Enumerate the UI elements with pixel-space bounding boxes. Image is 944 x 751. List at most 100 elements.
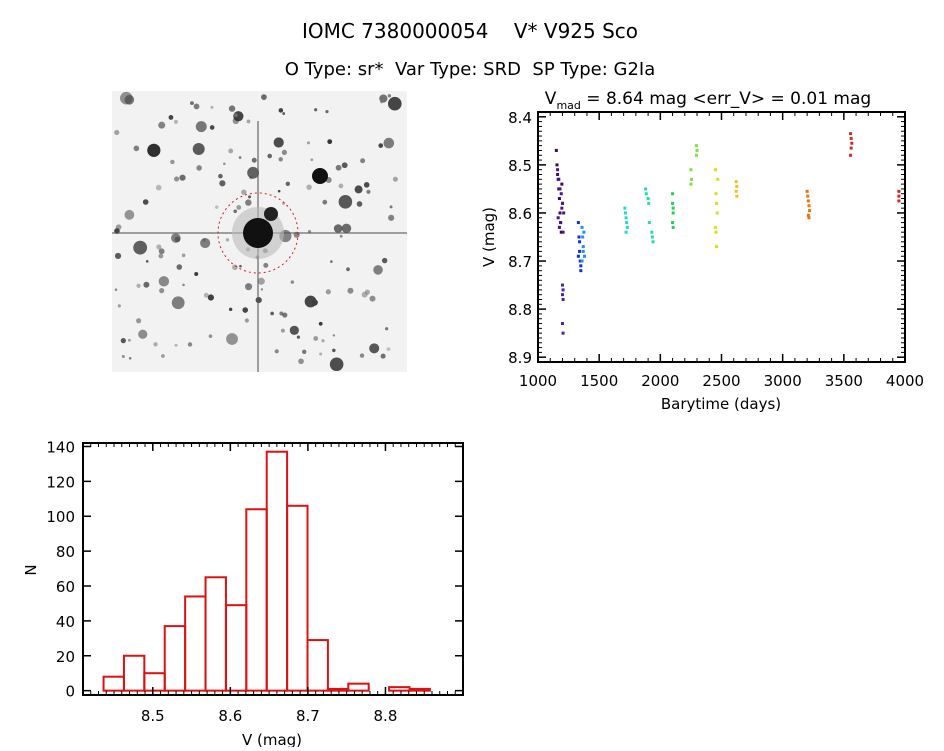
star (233, 209, 237, 214)
star (203, 292, 209, 298)
data-point (735, 194, 739, 198)
star (182, 283, 185, 287)
x-tick-label: 2000 (641, 372, 679, 390)
star (174, 343, 178, 347)
star (168, 115, 174, 120)
star (363, 182, 370, 188)
star (228, 105, 236, 112)
data-point (625, 221, 629, 225)
star (335, 164, 342, 171)
data-point (715, 211, 719, 215)
star (312, 168, 328, 184)
light-curve-ylabel: V (mag) (480, 207, 498, 267)
data-point (715, 245, 719, 249)
star (156, 244, 162, 250)
star (232, 264, 238, 271)
star (341, 162, 348, 169)
data-point (695, 148, 699, 152)
star (378, 143, 384, 148)
star (114, 288, 118, 291)
x-tick-label: 8.8 (374, 707, 398, 725)
star (239, 264, 242, 268)
aperture-circle (217, 192, 299, 274)
data-point (849, 136, 853, 140)
y-tick-label: 0 (65, 683, 75, 701)
star (176, 264, 183, 270)
data-point (559, 192, 563, 196)
data-point (555, 163, 559, 167)
y-tick-label: 8.8 (508, 301, 532, 319)
data-point (849, 146, 853, 150)
data-point (560, 322, 564, 326)
data-point (579, 269, 583, 273)
data-point (557, 197, 561, 201)
star (208, 334, 213, 338)
star (373, 265, 383, 275)
star (359, 353, 365, 358)
star (173, 176, 180, 182)
data-point (561, 230, 565, 234)
data-point (807, 204, 811, 208)
data-point (558, 187, 562, 191)
data-point (560, 201, 564, 205)
histogram-bar (347, 682, 370, 692)
star (267, 153, 273, 159)
data-point (561, 331, 565, 335)
star (280, 328, 285, 333)
data-point (556, 168, 560, 172)
star (228, 148, 234, 154)
data-point (671, 211, 675, 215)
star (392, 176, 398, 182)
star (226, 333, 238, 345)
star (170, 159, 175, 165)
star (273, 137, 284, 148)
histogram-bar (122, 654, 146, 692)
star (338, 183, 344, 189)
star (133, 240, 148, 255)
star (133, 145, 140, 152)
star (321, 339, 325, 343)
y-tick-label: 120 (46, 473, 75, 491)
star (302, 349, 307, 354)
data-point (581, 249, 585, 253)
data-point (671, 221, 675, 225)
data-point (560, 206, 564, 210)
star (387, 94, 392, 98)
histogram-plot: V (mag) N 8.5 8.6 8.7 8.8 0 20 40 60 80 100 120 140 (22, 438, 464, 749)
x-tick-label: 3500 (825, 372, 863, 390)
star (159, 288, 165, 294)
x-tick-label: 3000 (764, 372, 802, 390)
star (158, 121, 166, 129)
x-tick-label: 8.7 (296, 707, 320, 725)
histogram-bar (184, 595, 207, 692)
star (282, 112, 286, 115)
star (190, 101, 194, 106)
star (278, 157, 283, 162)
star (143, 281, 150, 288)
x-tick-label: 1500 (580, 372, 618, 390)
star (247, 166, 259, 179)
star (347, 287, 354, 294)
star (228, 307, 233, 312)
y-tick-label: 8.4 (508, 109, 532, 127)
star (380, 353, 386, 359)
data-point (689, 182, 693, 186)
star (325, 289, 331, 295)
star (121, 355, 125, 359)
data-point (713, 168, 717, 172)
data-point (849, 132, 853, 136)
star (270, 311, 274, 316)
star (257, 277, 265, 285)
data-point (671, 201, 675, 205)
y-tick-label: 8.5 (508, 157, 532, 175)
data-point (576, 254, 580, 258)
star (114, 129, 120, 136)
y-tick-label: 60 (56, 578, 75, 596)
data-point (578, 240, 582, 244)
data-point (582, 254, 586, 258)
star (383, 137, 395, 149)
x-tick-label: 8.5 (141, 707, 165, 725)
data-point (651, 240, 655, 244)
histogram-bar (143, 672, 166, 692)
star (194, 271, 199, 276)
